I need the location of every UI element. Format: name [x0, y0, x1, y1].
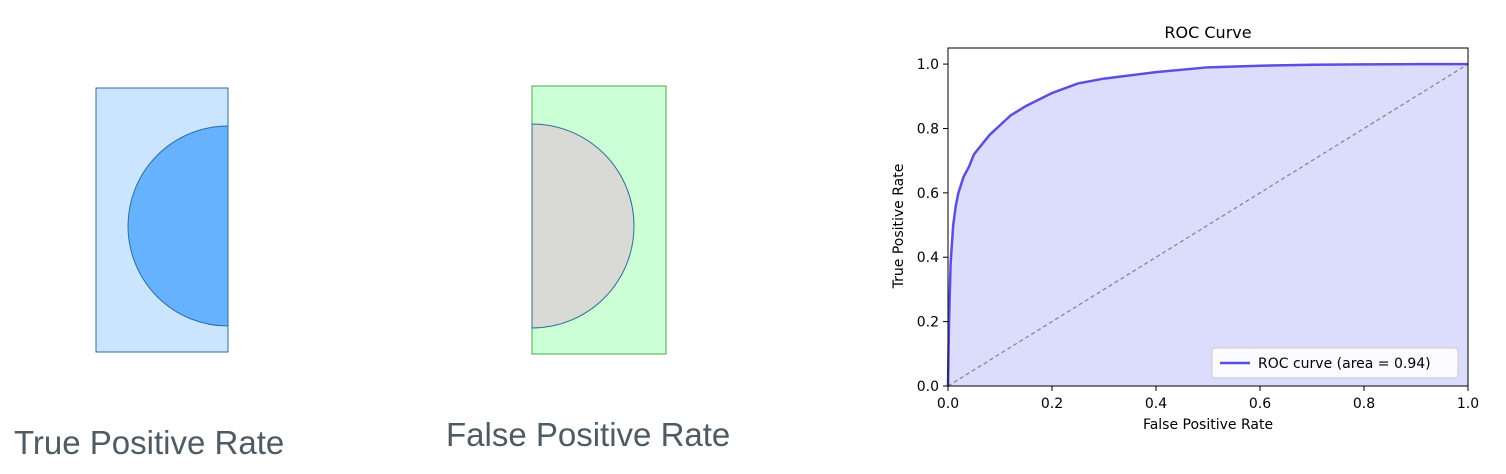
x-axis-label: False Positive Rate	[1143, 417, 1273, 433]
legend-box	[1211, 347, 1459, 379]
x-tick-label: 0.2	[1041, 396, 1063, 412]
y-tick-label: 1.0	[917, 57, 939, 73]
x-tick-label: 0.8	[1353, 396, 1375, 412]
tpr-illustration	[95, 87, 229, 353]
y-tick-label: 0.4	[917, 250, 939, 266]
roc-chart: ROC Curve 0.0 0.2 0.4 0.6 0.8 1.0 0.0 0.2 0.4 0.6…	[891, 23, 1479, 433]
fpr-half-circle	[531, 123, 635, 329]
fpr-caption: False Positive Rate	[446, 416, 731, 453]
roc-curve-line	[946, 62, 1468, 387]
tpr-caption: True Positive Rate	[14, 424, 285, 461]
tpr-half-circle	[127, 125, 229, 327]
y-tick-label: 0.6	[917, 186, 939, 202]
x-tick-label: 0.4	[1145, 396, 1167, 412]
y-tick-label: 0.0	[917, 379, 939, 395]
x-tick-label: 1.0	[1457, 396, 1479, 412]
x-tick-label: 0.6	[1249, 396, 1271, 412]
x-tick-label: 0.0	[937, 396, 959, 412]
legend-label: ROC curve (area = 0.94)	[1258, 356, 1431, 372]
y-axis-label: True Positive Rate	[891, 164, 907, 290]
chart-title: ROC Curve	[1164, 23, 1251, 42]
fpr-illustration	[531, 85, 667, 355]
y-tick-label: 0.2	[917, 315, 939, 331]
y-tick-label: 0.8	[917, 121, 939, 137]
plot-frame	[947, 47, 1469, 387]
diagonal-reference-line	[947, 63, 1469, 387]
